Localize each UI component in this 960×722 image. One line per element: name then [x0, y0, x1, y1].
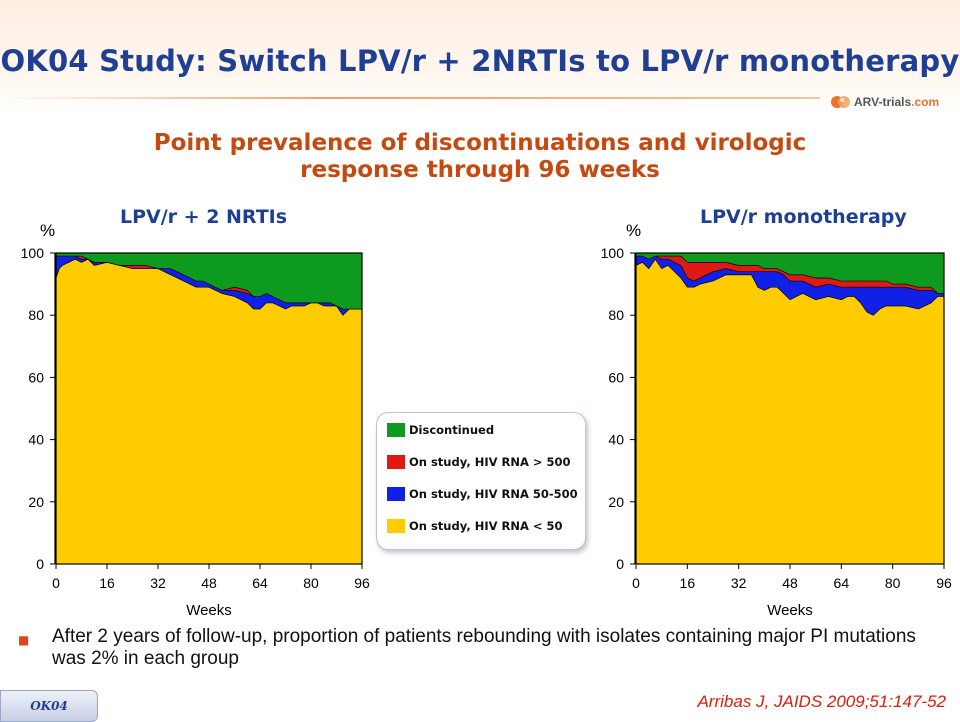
bullet-icon: ■	[18, 633, 30, 647]
y-tick-label: 60	[608, 369, 624, 385]
slide-tag: OK04	[0, 690, 98, 722]
x-tick-label: 16	[680, 575, 696, 591]
x-tick-label: 48	[782, 575, 798, 591]
chart-lpv-monotherapy: 0 20 40 60 80 100 0 16 32 48 64 80 96 Weeks%	[601, 221, 952, 619]
x-tick-label: 32	[150, 575, 166, 591]
y-tick-label: 20	[28, 494, 44, 510]
legend-item-rna-50-500: On study, HIV RNA 50-500	[387, 487, 578, 501]
arv-trials-logo: ARV-trials.com	[830, 92, 939, 112]
legend-swatch	[387, 519, 405, 533]
chart-subtitle: Point prevalence of discontinuations and…	[0, 130, 960, 184]
legend-swatch	[387, 487, 405, 501]
y-tick-label: 80	[608, 307, 624, 323]
legend-label: On study, HIV RNA 50-500	[409, 487, 578, 501]
x-tick-label: 0	[52, 575, 60, 591]
x-tick-label: 0	[632, 575, 640, 591]
x-tick-label: 80	[303, 575, 319, 591]
legend-label: Discontinued	[409, 423, 495, 437]
y-tick-label: 0	[616, 556, 624, 572]
y-tick-label: 100	[21, 245, 45, 261]
right-panel-title: LPV/r monotherapy	[700, 206, 907, 228]
left-panel-title: LPV/r + 2 NRTIs	[120, 206, 288, 228]
legend-label: On study, HIV RNA < 50	[409, 519, 563, 533]
x-axis-label: Weeks	[767, 602, 813, 619]
header-background	[0, 0, 960, 112]
x-tick-label: 64	[252, 575, 268, 591]
x-tick-label: 96	[354, 575, 370, 591]
logo-text-main: ARV-trials	[854, 95, 912, 109]
area-series-0	[55, 258, 363, 565]
logo-text: ARV-trials.com	[854, 95, 939, 109]
x-tick-label: 80	[885, 575, 901, 591]
logo-circles-icon	[830, 93, 852, 111]
logo-text-accent: .com	[911, 95, 940, 109]
x-tick-label: 32	[731, 575, 747, 591]
chart-legend: Discontinued On study, HIV RNA > 500 On …	[376, 412, 586, 550]
y-tick-label: 40	[28, 432, 44, 448]
legend-swatch	[387, 423, 405, 437]
x-tick-label: 96	[936, 575, 952, 591]
legend-item-rna-under-50: On study, HIV RNA < 50	[387, 519, 563, 533]
y-axis-label: %	[40, 221, 55, 240]
legend-swatch	[387, 455, 405, 469]
chart-lpv-2nrtis: 0 20 40 60 80 100 0 16 32 48 64 80 96 Weeks%	[21, 221, 370, 619]
y-tick-label: 60	[28, 369, 44, 385]
x-axis-label: Weeks	[186, 602, 232, 619]
x-tick-label: 16	[99, 575, 115, 591]
y-tick-label: 20	[608, 494, 624, 510]
legend-item-discontinued: Discontinued	[387, 423, 494, 437]
legend-item-rna-over-500: On study, HIV RNA > 500	[387, 455, 571, 469]
subtitle-line-2: response through 96 weeks	[300, 157, 660, 183]
y-tick-label: 80	[28, 307, 44, 323]
y-axis-label: %	[626, 221, 641, 240]
y-tick-label: 100	[601, 245, 625, 261]
bullet-text: After 2 years of follow-up, proportion o…	[52, 626, 916, 669]
page-title: OK04 Study: Switch LPV/r + 2NRTIs to LPV…	[0, 44, 960, 78]
title-divider	[0, 97, 820, 99]
x-tick-label: 48	[201, 575, 217, 591]
x-tick-label: 64	[834, 575, 850, 591]
y-tick-label: 40	[608, 432, 624, 448]
citation: Arribas J, JAIDS 2009;51:147-52	[697, 692, 946, 711]
subtitle-line-1: Point prevalence of discontinuations and…	[153, 130, 807, 156]
y-tick-label: 0	[36, 556, 44, 572]
legend-label: On study, HIV RNA > 500	[409, 455, 571, 469]
